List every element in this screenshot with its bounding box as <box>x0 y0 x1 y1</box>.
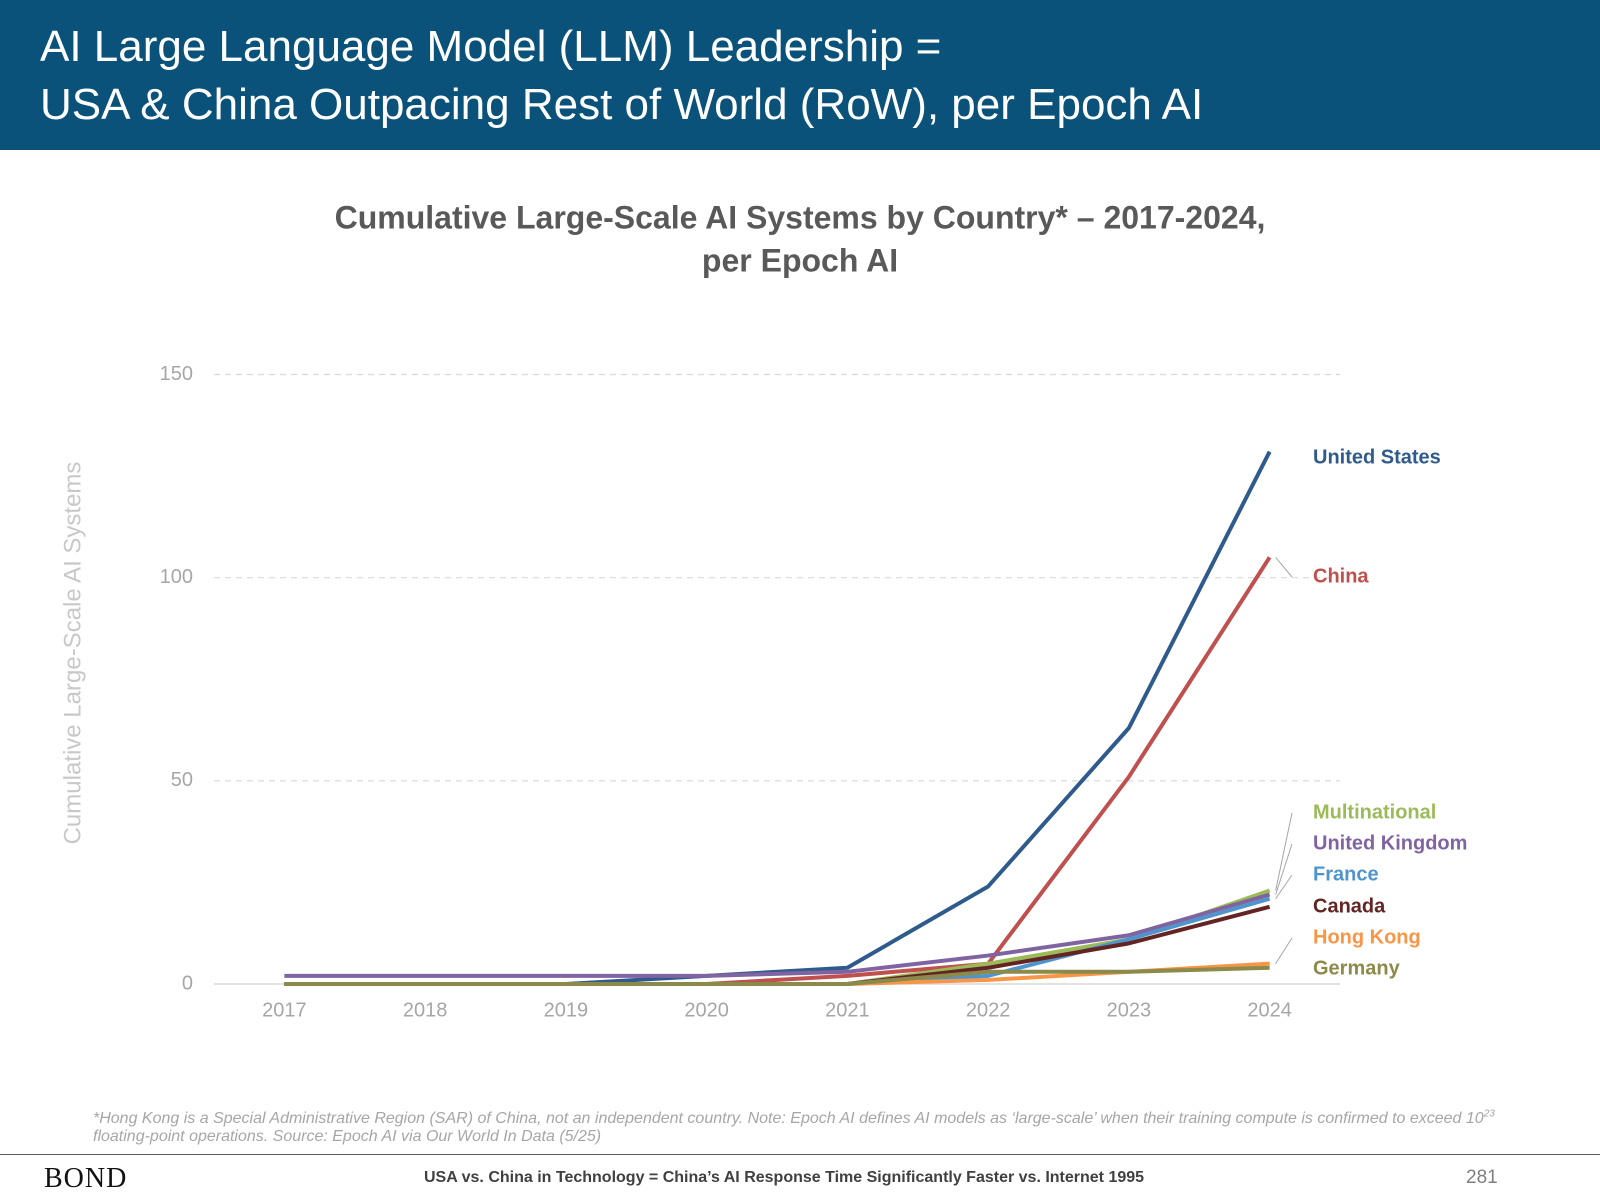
series-line <box>284 892 1271 978</box>
x-tick-label: 2024 <box>1247 999 1292 1021</box>
y-axis-title: Cumulative Large-Scale AI Systems <box>59 462 86 845</box>
legend-label: Multinational <box>1313 801 1436 823</box>
legend-label: Germany <box>1313 957 1401 979</box>
footnote-superscript: 23 <box>1483 1108 1495 1120</box>
x-tick-label: 2018 <box>403 999 448 1021</box>
logo: BOND <box>44 1163 128 1194</box>
footnote: *Hong Kong is a Special Administrative R… <box>93 1108 1553 1146</box>
y-tick-label: 100 <box>160 566 193 588</box>
leader-line <box>1275 874 1293 899</box>
footnote-text: *Hong Kong is a Special Administrative R… <box>93 1110 1484 1127</box>
series-line <box>284 965 1270 986</box>
chart: Cumulative Large-Scale AI Systems by Cou… <box>59 199 1467 1021</box>
series-line <box>284 556 1272 986</box>
x-tick-label: 2019 <box>544 999 589 1021</box>
page-number: 281 <box>1466 1167 1498 1188</box>
legend-label: Hong Kong <box>1313 926 1421 948</box>
x-tick-label: 2023 <box>1107 999 1152 1021</box>
x-tick-label: 2022 <box>966 999 1011 1021</box>
legend-label: China <box>1313 565 1369 587</box>
x-tick-label: 2020 <box>684 999 729 1021</box>
x-tick-label: 2021 <box>825 999 870 1021</box>
x-tick-label: 2017 <box>262 999 307 1021</box>
leader-line <box>1275 937 1293 964</box>
legend-label: Canada <box>1313 895 1386 917</box>
leader-line <box>1275 812 1293 891</box>
header-title: USA & China Outpacing Rest of World (RoW… <box>40 80 1204 129</box>
y-tick-label: 0 <box>182 972 193 994</box>
chart-title: Cumulative Large-Scale AI Systems by Cou… <box>335 199 1266 235</box>
y-tick-label: 50 <box>171 769 193 791</box>
series-line <box>284 450 1272 986</box>
header-title: AI Large Language Model (LLM) Leadership… <box>40 22 942 71</box>
footer-rule <box>0 1154 1600 1155</box>
leader-line <box>1275 557 1293 578</box>
legend-label: United Kingdom <box>1313 832 1467 854</box>
leader-line <box>1275 843 1293 895</box>
y-tick-label: 150 <box>160 363 193 385</box>
chart-title: per Epoch AI <box>702 242 898 278</box>
header-banner: AI Large Language Model (LLM) Leadership… <box>0 0 1600 150</box>
footnote-text: floating-point operations. Source: Epoch… <box>93 1128 602 1145</box>
footer-text: USA vs. China in Technology = China’s AI… <box>424 1169 1145 1186</box>
legend-label: France <box>1313 863 1379 885</box>
legend-label: United States <box>1313 446 1441 468</box>
